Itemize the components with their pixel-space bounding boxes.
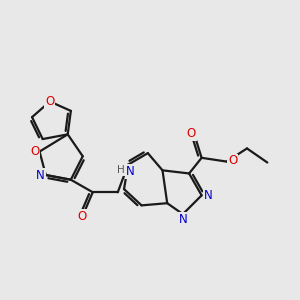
Text: O: O: [45, 95, 55, 108]
Text: N: N: [179, 213, 188, 226]
Text: O: O: [30, 145, 40, 158]
Text: H: H: [117, 165, 124, 175]
Text: N: N: [36, 169, 45, 182]
Text: O: O: [186, 127, 196, 140]
Text: O: O: [228, 154, 238, 167]
Text: O: O: [77, 210, 86, 223]
Text: N: N: [203, 190, 212, 202]
Text: N: N: [125, 165, 134, 178]
